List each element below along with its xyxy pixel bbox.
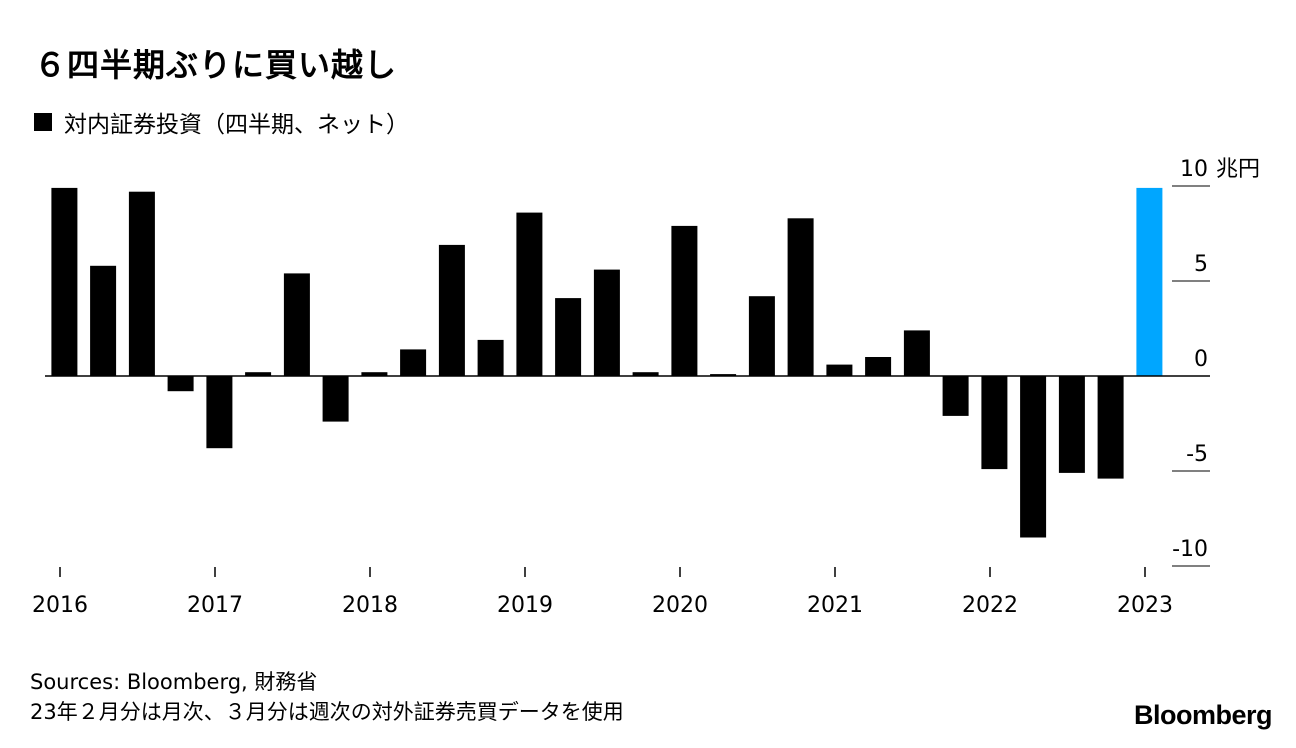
bar-21 [865,357,892,376]
bar-28 [1136,187,1163,376]
bar-4 [206,376,233,449]
bar-22 [903,330,930,376]
y-axis-unit: 兆円 [1216,157,1260,182]
bar-14 [593,269,620,376]
y-tick-label-1: 5 [1194,252,1208,277]
bar-27 [1097,376,1124,479]
bar-24 [981,376,1008,470]
bar-15 [632,372,659,376]
bar-12 [516,212,543,376]
bar-20 [826,364,853,376]
y-tick-label-3: -5 [1186,442,1208,467]
x-tick-label-2017: 2017 [187,593,243,618]
bar-7 [322,376,349,422]
bar-2 [128,191,155,376]
bar-1 [90,265,117,376]
x-tick-label-2019: 2019 [497,593,553,618]
bar-3 [167,376,194,392]
legend-swatch [34,113,52,131]
bar-11 [477,339,504,376]
y-tick-label-2: 0 [1194,347,1208,372]
note-text: 23年２月分は月次、３月分は週次の対外証券売買データを使用 [30,700,624,724]
bar-16 [671,225,698,376]
bar-10 [438,244,465,376]
bar-25 [1020,376,1047,538]
y-axis: 10 5 0 -5 -10 兆円 [1172,157,1260,567]
bloomberg-logo: Bloomberg [1133,700,1273,730]
x-tick-label-2020: 2020 [652,593,708,618]
bar-5 [245,372,272,376]
bar-18 [748,296,775,376]
bar-13 [555,298,582,376]
source-text: Sources: Bloomberg, 財務省 [30,670,318,694]
bar-8 [361,372,388,376]
x-axis: 2016 2017 2018 2019 2020 2021 2022 2023 [32,567,1173,618]
bar-17 [710,374,737,376]
x-tick-label-2023: 2023 [1117,593,1173,618]
y-tick-label-4: -10 [1172,537,1208,562]
legend: 対内証券投資（四半期、ネット） [34,106,409,138]
x-tick-label-2022: 2022 [962,593,1018,618]
bar-9 [400,349,427,376]
bar-26 [1058,376,1085,473]
bar-19 [787,218,814,376]
legend-label: 対内証券投資（四半期、ネット） [64,112,409,138]
x-tick-label-2021: 2021 [807,593,863,618]
x-tick-label-2016: 2016 [32,593,88,618]
bar-23 [942,376,969,416]
bar-6 [283,273,310,376]
chart-title: ６四半期ぶりに買い越し [34,46,398,84]
y-tick-label-0: 10 [1180,157,1208,182]
bars-group [45,187,1210,538]
x-tick-label-2018: 2018 [342,593,398,618]
bar-0 [51,187,78,376]
